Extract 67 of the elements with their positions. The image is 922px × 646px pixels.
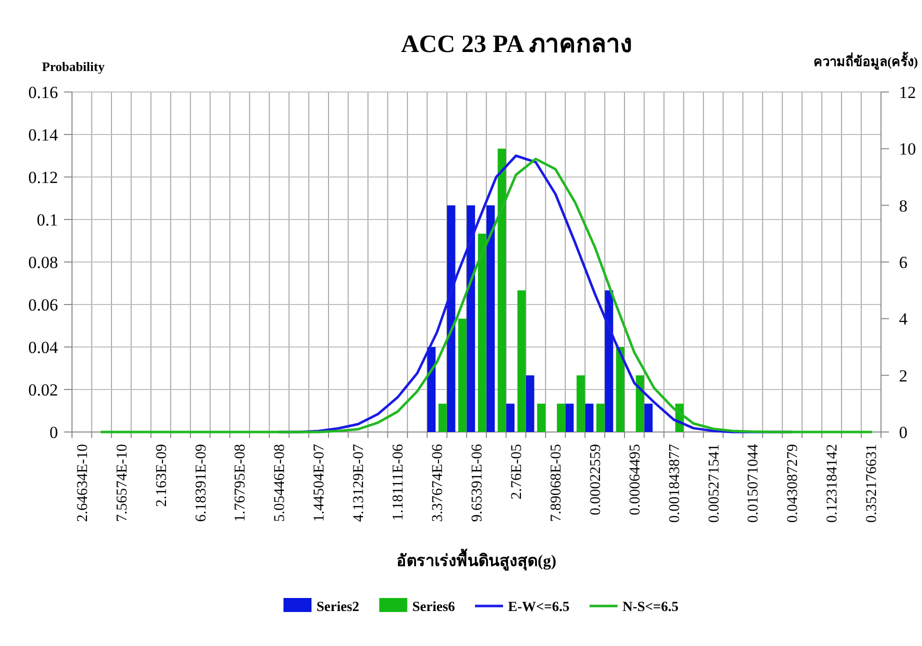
x-tick-label: 3.37674E-06 <box>430 444 446 522</box>
x-axis-title: อัตราเร่งพื้นดินสูงสุด(g) <box>396 548 556 572</box>
bar <box>616 347 624 432</box>
bar <box>498 148 506 432</box>
bar <box>478 234 486 432</box>
x-tick-label: 7.56574E-10 <box>114 444 130 522</box>
line-series <box>100 158 872 434</box>
x-tick-label: 1.18111E-06 <box>390 444 407 521</box>
x-tick-label: 0.005271541 <box>706 444 722 523</box>
bar <box>576 375 585 432</box>
y2-tick-label: 12 <box>899 83 916 102</box>
y-tick-label: 0.16 <box>28 83 58 102</box>
y-axis-title: Probability <box>42 59 106 74</box>
x-tick-label: 2.64634E-10 <box>74 444 91 522</box>
y2-tick-label: 4 <box>899 310 908 329</box>
bar <box>604 290 614 432</box>
bar <box>466 205 476 432</box>
bar <box>486 205 495 432</box>
bar <box>596 404 605 432</box>
x-tick-label: 5.05446E-08 <box>272 444 288 522</box>
x-tick-label: 0.001843877 <box>666 444 683 523</box>
legend-label: Series6 <box>412 600 456 615</box>
bar <box>458 318 467 432</box>
legend-label: Series2 <box>316 600 360 615</box>
y-tick-label: 0.02 <box>28 380 58 400</box>
x-tick-label: 1.76795E-08 <box>232 444 249 522</box>
bar <box>636 375 644 432</box>
y-tick-label: 0.14 <box>28 126 58 144</box>
x-tick-label: 2.163E-09 <box>154 444 170 507</box>
y2-tick-label: 6 <box>899 253 908 272</box>
x-tick-label: 0.015071044 <box>746 444 762 523</box>
x-tick-label: 6.18391E-09 <box>193 444 210 522</box>
y2-tick-label: 2 <box>899 366 908 386</box>
y-tick-label: 0.04 <box>28 338 58 357</box>
x-tick-label: 4.13129E-07 <box>351 444 368 522</box>
bar <box>526 375 534 432</box>
x-tick-label: 0.352176631 <box>864 444 880 523</box>
bar <box>556 404 566 432</box>
bar <box>427 347 436 432</box>
x-tick-label: 9.65391E-06 <box>470 444 486 522</box>
x-tick-label: 0.00064495 <box>627 444 644 516</box>
y-tick-label: 0 <box>50 423 58 442</box>
y-tick-label: 0.1 <box>36 210 58 230</box>
bar <box>644 404 653 432</box>
bar <box>537 404 546 432</box>
chart-title: ACC 23 PA ภาคกลาง <box>400 31 632 58</box>
x-tick-label: 7.89068E-05 <box>548 444 564 522</box>
bar <box>506 404 515 432</box>
bar <box>438 404 447 432</box>
x-tick-label: 0.00022559 <box>588 444 604 516</box>
y2-tick-label: 8 <box>899 196 908 216</box>
x-tick-label: 0.123184142 <box>824 444 841 523</box>
y2-tick-label: 10 <box>899 140 916 159</box>
bar <box>565 404 574 432</box>
legend-label: E-W<=6.5 <box>508 600 570 615</box>
y-tick-label: 0.06 <box>28 296 58 314</box>
bar <box>517 290 526 432</box>
x-tick-label: 1.44504E-07 <box>312 444 328 522</box>
legend-label: N-S<=6.5 <box>622 600 679 615</box>
x-tick-label: 2.76E-05 <box>508 444 525 500</box>
bar <box>585 404 594 432</box>
x-tick-label: 0.043087279 <box>785 444 802 523</box>
bar <box>447 205 456 432</box>
y2-axis-title: ความถี่ข้อมูล(ครั้ง) <box>813 51 918 70</box>
y-tick-label: 0.12 <box>28 168 58 187</box>
y2-tick-label: 0 <box>899 423 908 442</box>
y-tick-label: 0.08 <box>28 253 58 272</box>
